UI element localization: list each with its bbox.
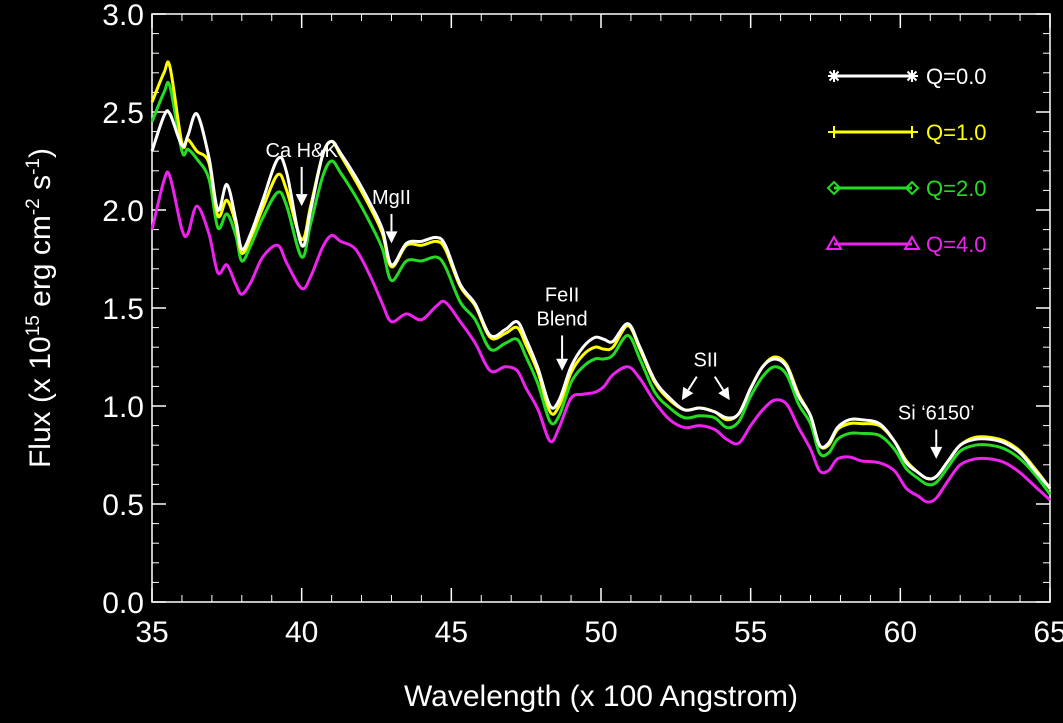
legend-label: Q=1.0 (926, 120, 987, 145)
annotation-arrow-head (681, 386, 694, 401)
annotation-label: Blend (537, 308, 588, 330)
x-axis-label: Wavelength (x 100 Angstrom) (404, 680, 798, 713)
y-axis-label-exp3: -1 (23, 158, 44, 175)
annotation-label: Ca H&K (266, 140, 339, 162)
legend-marker-triangle (903, 235, 921, 250)
legend-marker-diamond (826, 180, 842, 196)
y-axis-label-suffix: ) (24, 148, 57, 158)
x-tick-label: 45 (435, 616, 468, 649)
y-axis-label-mid: erg cm (24, 215, 57, 315)
legend-label: Q=4.0 (926, 232, 987, 257)
x-tick-label: 35 (135, 616, 168, 649)
axis-ticks: 35 40 45 50 55 60 65 0.0 0.5 1.0 1.5 2.0 2.5 3.0 (102, 0, 1063, 649)
annotation-arrow-head (385, 231, 398, 244)
series-line-Q=0.0 (150, 109, 1052, 490)
annotation-label: Si ‘6150’ (898, 403, 975, 425)
y-tick-label: 1.0 (102, 391, 144, 424)
annotation-label: FeII (545, 284, 579, 306)
legend-marker-plus (828, 126, 840, 138)
annotation-arrow-shaft (713, 376, 725, 391)
legend-marker-triangle (825, 235, 843, 250)
annotation-label: SII (694, 350, 718, 372)
y-tick-label: 2.0 (102, 195, 144, 228)
series-line-Q=4.0 (150, 170, 1052, 504)
legend-label: Q=0.0 (926, 64, 987, 89)
legend-marker-asterisk (828, 70, 840, 82)
y-axis-label-exp1: 15 (23, 315, 44, 336)
x-tick-label: 65 (1033, 616, 1063, 649)
x-tick-label: 40 (285, 616, 318, 649)
annotation-arrow-head (718, 386, 730, 401)
y-tick-label: 0.0 (102, 587, 144, 620)
annotation-arrow-head (930, 446, 943, 459)
x-tick-label: 55 (734, 616, 767, 649)
legend: Q=0.0 Q=1.0 Q=2.0 Q=4.0 (825, 64, 987, 257)
annotation-arrow-head (295, 194, 308, 207)
legend-marker-plus (906, 126, 918, 138)
legend-label: Q=2.0 (926, 176, 987, 201)
y-axis-label-mid2: s (24, 175, 57, 198)
y-tick-label: 1.5 (102, 293, 144, 326)
annotation-label: MgII (372, 187, 411, 209)
y-tick-label: 3.0 (102, 0, 144, 32)
y-tick-label: 2.5 (102, 97, 144, 130)
series-group (150, 60, 1052, 504)
y-axis-label-prefix: Flux (x 10 (24, 336, 57, 468)
y-tick-label: 0.5 (102, 489, 144, 522)
y-axis-label-exp2: -2 (23, 198, 44, 215)
annotation-arrow-head (556, 358, 569, 371)
series-line-Q=2.0 (150, 80, 1052, 496)
x-tick-label: 50 (584, 616, 617, 649)
annotation-arrow-shaft (687, 376, 698, 391)
legend-marker-diamond (904, 180, 920, 196)
y-axis-label: Flux (x 1015 erg cm-2 s-1) (23, 148, 57, 468)
x-tick-label: 60 (884, 616, 917, 649)
legend-marker-asterisk (906, 70, 918, 82)
